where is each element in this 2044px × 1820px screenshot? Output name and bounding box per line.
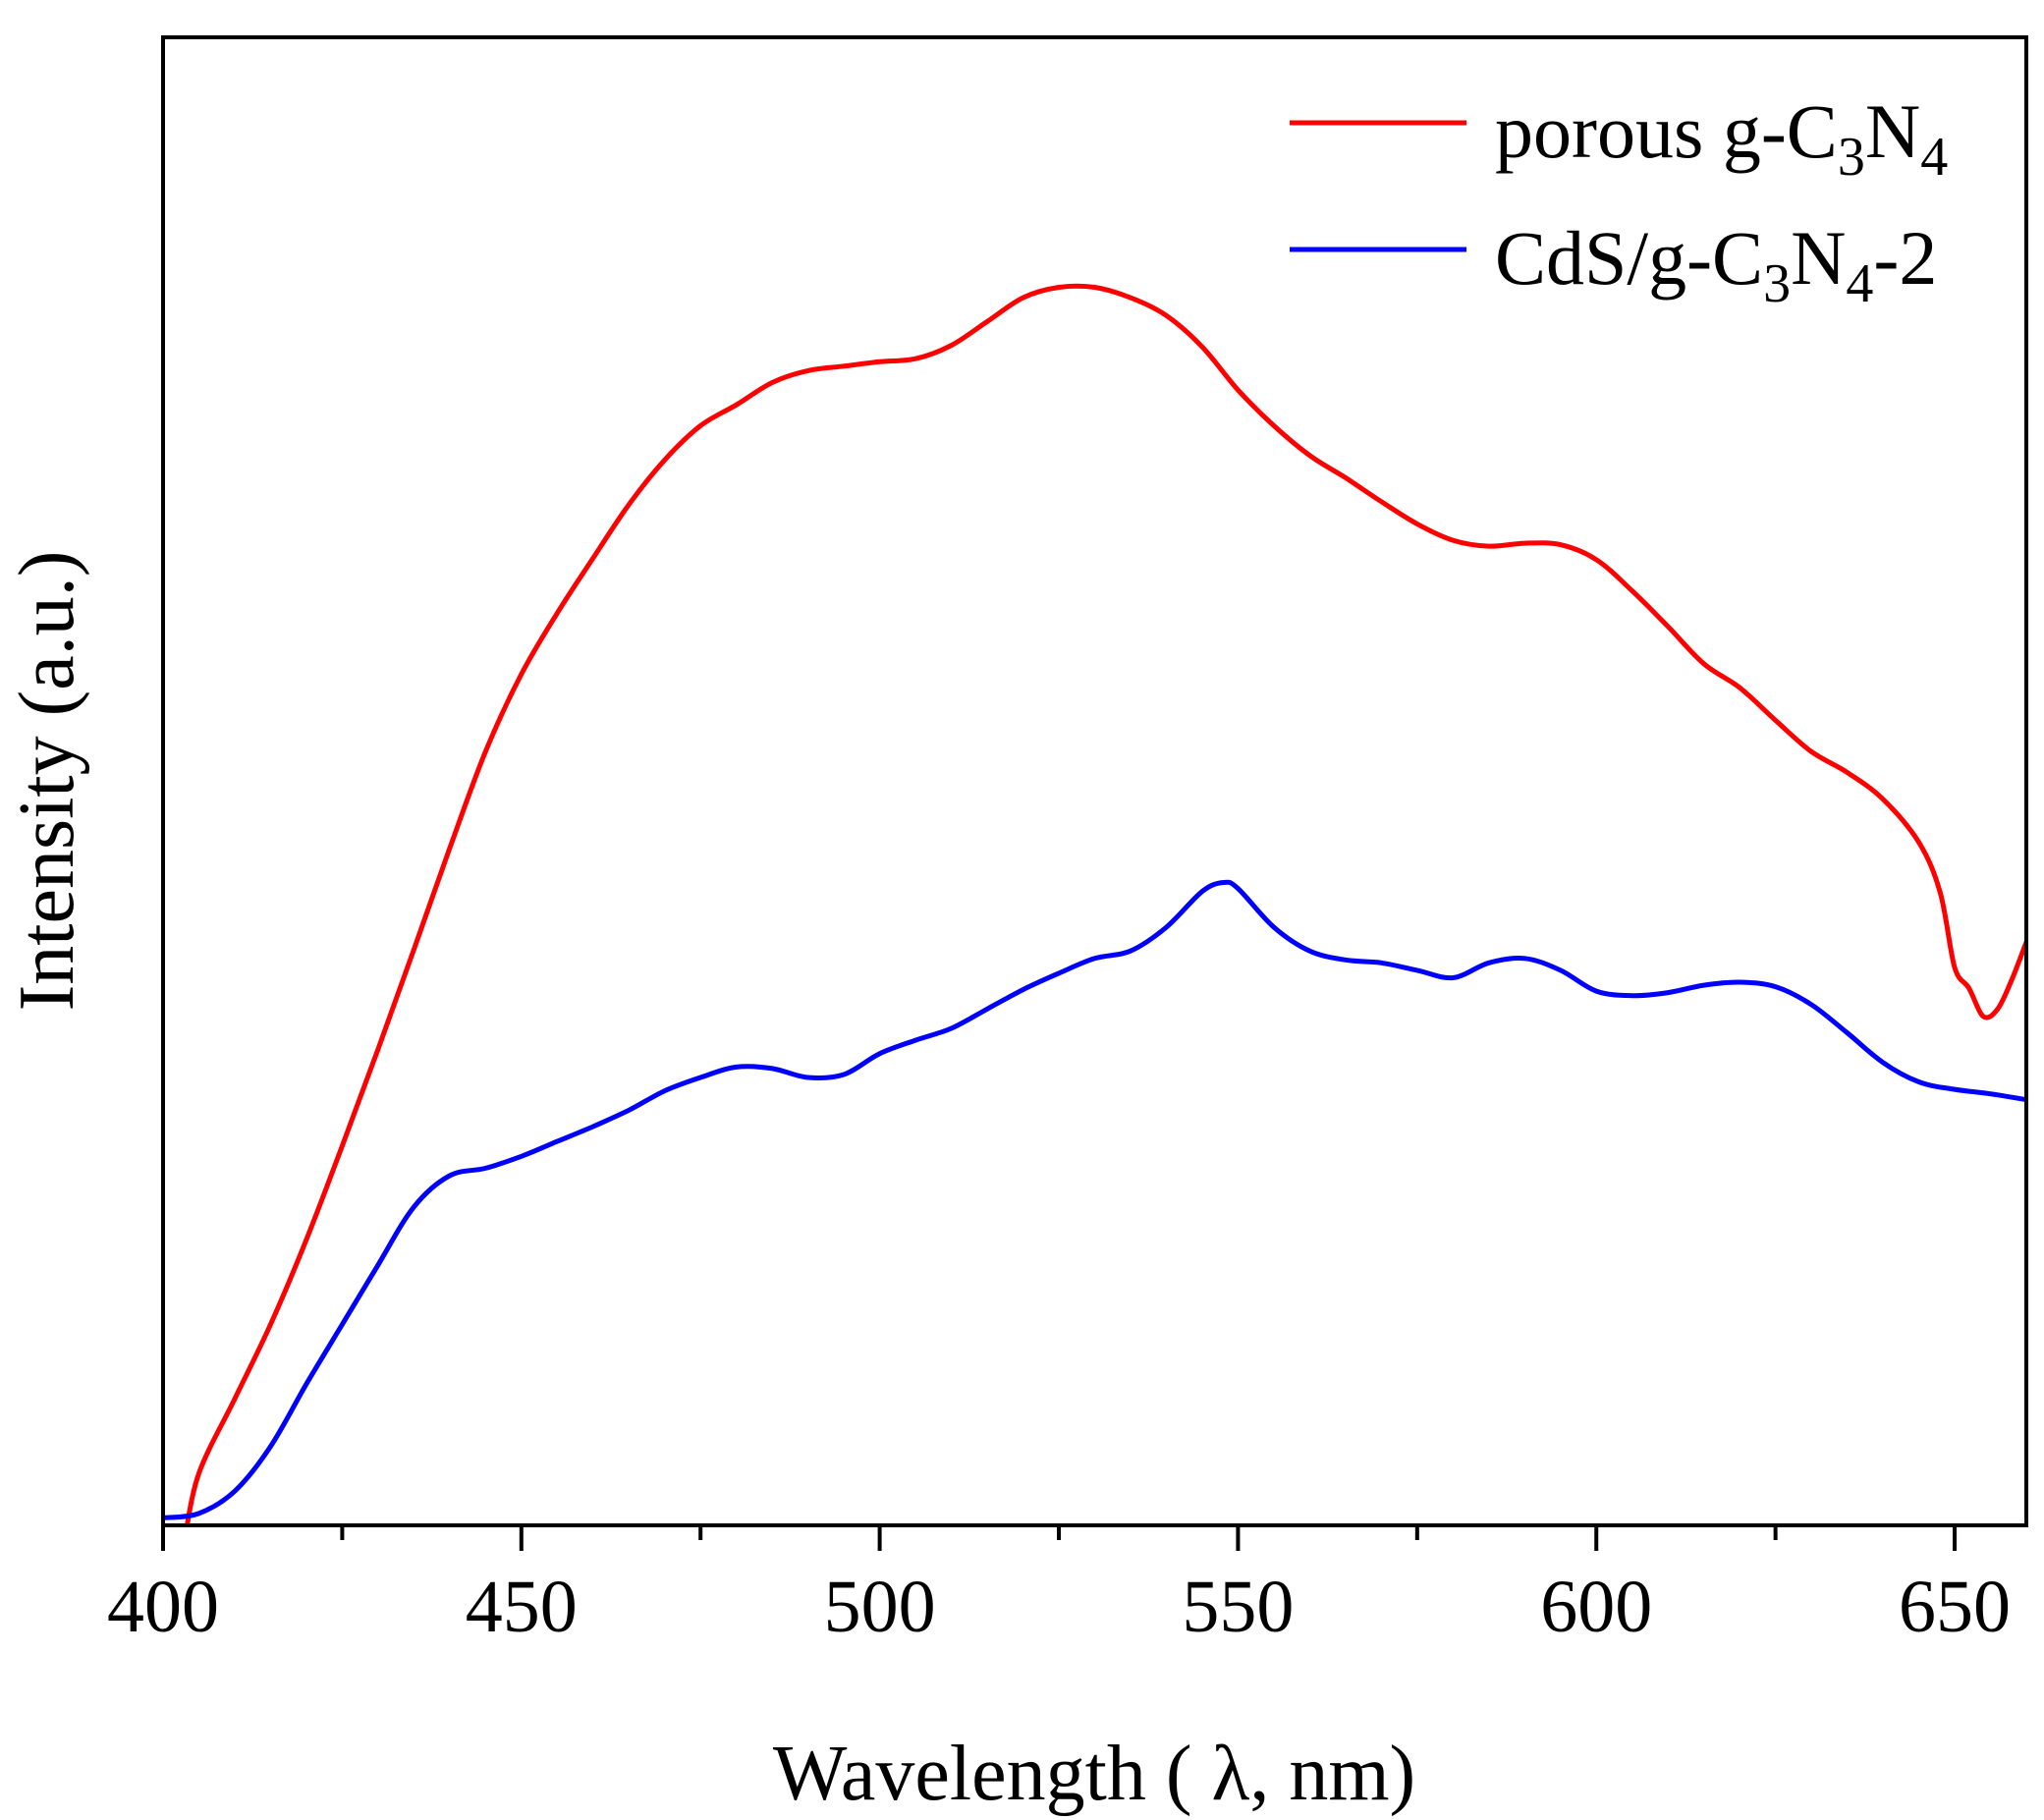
x-axis-title: Wavelength ( λ, nm) xyxy=(773,1731,1415,1817)
series-line-porous-g-c3n4 xyxy=(184,283,2026,1525)
series-layer xyxy=(163,283,2026,1525)
x-tick-label: 600 xyxy=(1540,1566,1652,1648)
legend-label-porous: porous g-C3N4 xyxy=(1495,88,1948,188)
y-axis-title: Intensity (a.u.) xyxy=(4,551,90,1012)
legend: porous g-C3N4 CdS/g-C3N4-2 xyxy=(1290,88,1948,314)
x-tick-label: 550 xyxy=(1182,1566,1294,1648)
x-axis-ticks: 400 450 500 550 600 650 xyxy=(107,1525,2011,1648)
x-tick-label: 500 xyxy=(824,1566,936,1648)
series-line-cds-g-c3n4-2 xyxy=(163,879,2026,1520)
plot-frame xyxy=(161,35,2028,1527)
legend-label-cds: CdS/g-C3N4-2 xyxy=(1495,215,1937,314)
x-tick-label: 400 xyxy=(107,1566,219,1648)
x-tick-label: 450 xyxy=(466,1566,578,1648)
x-tick-label: 650 xyxy=(1899,1566,2011,1648)
